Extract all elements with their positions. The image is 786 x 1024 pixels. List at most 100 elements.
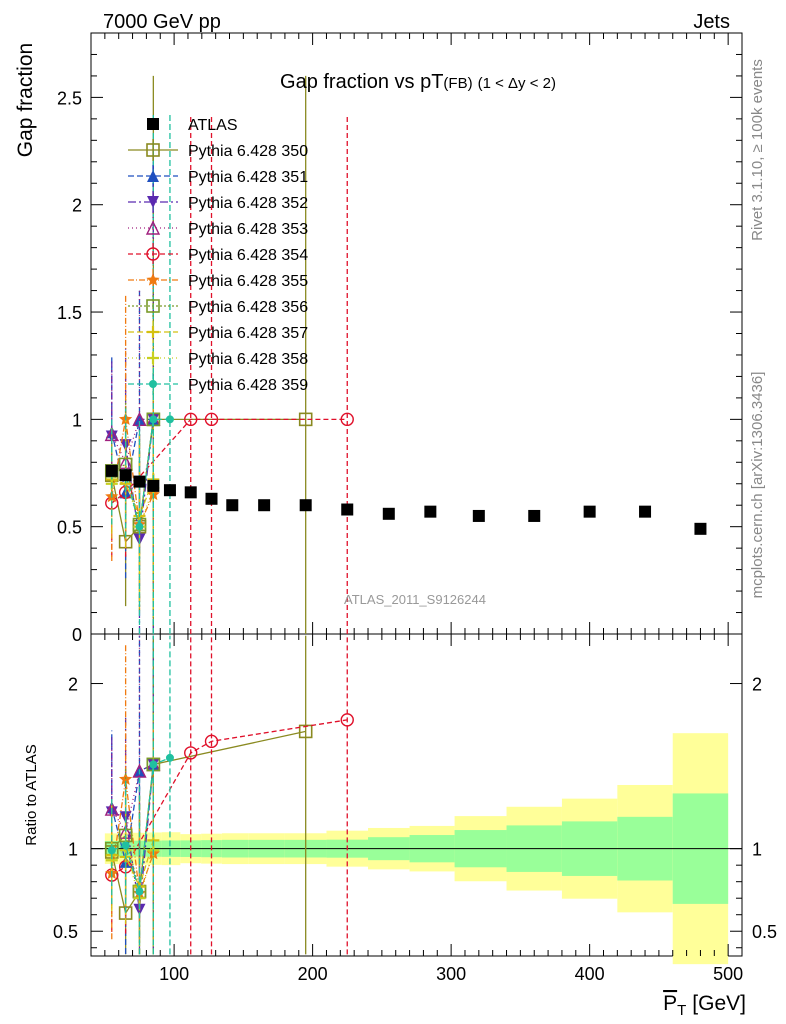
- series-354-ratio-point: [184, 746, 198, 760]
- x-tick-label: 300: [436, 964, 466, 984]
- series-354-ratio-point: [340, 713, 354, 727]
- atlas-point: [583, 505, 596, 518]
- series-354-point: [184, 412, 198, 427]
- atlas-point: [205, 492, 218, 505]
- x-tick-label: 500: [713, 964, 743, 984]
- legend-marker: [149, 380, 157, 388]
- legend-marker: [146, 143, 160, 157]
- legend-label: Pythia 6.428 358: [188, 351, 308, 368]
- atlas-point: [133, 475, 146, 488]
- series-359-ratio-point: [107, 846, 116, 855]
- atlas-point: [119, 469, 132, 482]
- series-354-point: [340, 412, 354, 427]
- legend-label: Pythia 6.428 354: [188, 247, 308, 264]
- bottom-panel-frame: [90, 633, 743, 957]
- series-351-ratio-line: [111, 763, 154, 863]
- x-tick-label: 400: [575, 964, 605, 984]
- y-tick-label-bottom-right: 2: [752, 675, 762, 695]
- y-tick-label-top: 1.5: [57, 303, 82, 323]
- legend-label: Pythia 6.428 350: [188, 143, 308, 160]
- series-358-ratio-line: [111, 849, 154, 901]
- legend-marker: [147, 196, 159, 208]
- rivet-label: Rivet 3.1.10, ≥ 100k events: [749, 59, 766, 241]
- legend-marker: [146, 247, 160, 261]
- series-353-ratio-point: [132, 763, 147, 778]
- series-354-line: [111, 418, 348, 504]
- chart-title-range: (1 < Δy < 2): [478, 75, 556, 92]
- y-tick-label-bottom-right: 1: [752, 840, 762, 860]
- legend-marker: [146, 273, 160, 286]
- series-359-point: [149, 415, 158, 424]
- y-tick-label-top: 0.5: [57, 518, 82, 538]
- atlas-point: [382, 507, 395, 520]
- atlas-point: [424, 505, 437, 518]
- x-axis-label: PT [GeV]: [663, 992, 746, 1019]
- y-tick-label-bottom: 1: [68, 840, 78, 860]
- series-350-ratio-point: [298, 724, 313, 739]
- series-357-ratio-line: [111, 840, 154, 889]
- series-354-point: [204, 412, 219, 427]
- y-tick-label-top: 2.5: [57, 88, 82, 108]
- y-tick-label-bottom: 2: [68, 675, 78, 695]
- legend-marker: [147, 170, 159, 182]
- legend-marker: [147, 118, 159, 130]
- legend-label: Pythia 6.428 356: [188, 299, 308, 316]
- series-356-line: [111, 419, 154, 525]
- atlas-point: [299, 499, 312, 512]
- series-layer: [104, 75, 354, 955]
- header-right: Jets: [693, 11, 730, 33]
- x-axis-label-base: P: [663, 992, 677, 1015]
- atlas-point: [163, 484, 176, 497]
- series-355-line: [111, 419, 154, 527]
- uncertainty-bands: [91, 733, 742, 965]
- legend-marker: [147, 326, 159, 338]
- series-351-line: [111, 418, 154, 493]
- atlas-point: [147, 479, 160, 492]
- atlas-point: [639, 505, 652, 518]
- chart-title: Gap fraction vs pT(FB) (1 < Δy < 2): [280, 71, 556, 93]
- series-355-ratio-line: [111, 779, 154, 894]
- legend-marker: [146, 299, 160, 313]
- series-359-ratio-point: [121, 841, 130, 850]
- series-358-line: [111, 476, 154, 529]
- x-axis-label-unit: [GeV]: [692, 992, 746, 1015]
- atlas-point: [341, 503, 354, 516]
- atlas-point: [528, 509, 541, 522]
- y-tick-label-bottom: 0.5: [53, 922, 78, 942]
- atlas-point: [184, 486, 197, 499]
- series-359-ratio-line: [111, 757, 171, 892]
- legend-label: Pythia 6.428 355: [188, 273, 308, 290]
- chart-title-main: Gap fraction vs pT: [280, 71, 443, 93]
- legend-marker: [145, 220, 161, 235]
- legend-label: Pythia 6.428 357: [188, 325, 308, 342]
- x-axis-label-sub: T: [677, 1002, 686, 1019]
- x-tick-label: 200: [298, 964, 328, 984]
- axis-ticks: 100 200 300 400 500 0 0.5 1 1.5 2 2.5 0.5 0.5 1 1 2 2: [53, 32, 777, 984]
- legend-marker: [147, 352, 159, 364]
- atlas-point: [694, 522, 707, 535]
- legend-label: Pythia 6.428 359: [188, 377, 308, 394]
- atlas-point: [226, 499, 239, 512]
- series-359-point: [135, 522, 144, 531]
- y-tick-label-top: 2: [72, 196, 82, 216]
- y-tick-label-bottom-right: 0.5: [752, 922, 777, 942]
- y-axis-label-top: Gap fraction: [14, 43, 37, 157]
- legend-label: Pythia 6.428 351: [188, 169, 308, 186]
- watermark: ATLAS_2011_S9126244: [344, 592, 486, 607]
- legend-label: Pythia 6.428 352: [188, 195, 308, 212]
- mcplots-label: mcplots.cern.ch [arXiv:1306.3436]: [749, 372, 766, 599]
- atlas-point: [258, 499, 271, 512]
- series-359-point: [165, 415, 174, 424]
- y-tick-label-top: 1: [72, 410, 82, 430]
- header-left: 7000 GeV pp: [103, 11, 221, 33]
- atlas-point: [472, 509, 485, 522]
- series-354-ratio-point: [204, 734, 219, 749]
- legend: ATLAS Pythia 6.428 350 Pythia 6.428 351 Pyt…: [128, 117, 308, 395]
- chart-title-sub: (FB): [443, 75, 472, 92]
- series-359-ratio-point: [135, 887, 144, 896]
- x-tick-label: 100: [159, 964, 189, 984]
- y-axis-label-bottom: Ratio to ATLAS: [23, 744, 40, 845]
- y-tick-label-top: 0: [72, 625, 82, 645]
- series-359-ratio-point: [165, 753, 174, 762]
